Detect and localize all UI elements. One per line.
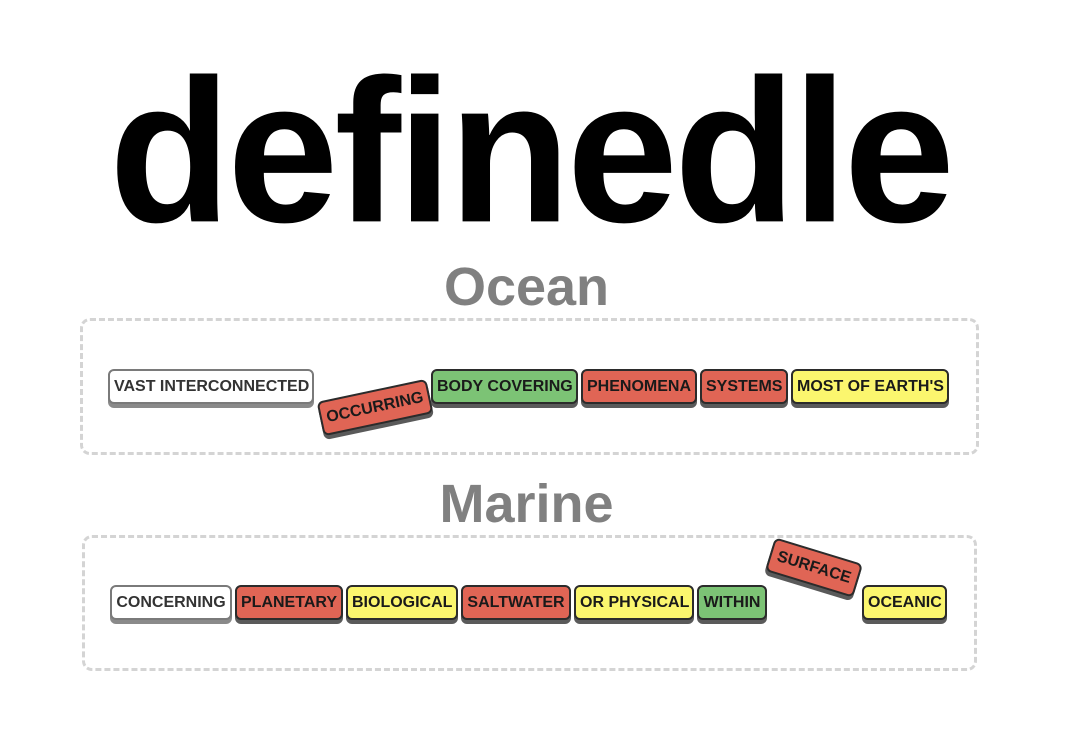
word-board — [82, 535, 977, 671]
word-tile[interactable]: VAST INTERCONNECTED — [108, 369, 314, 404]
game-logo: definedle — [109, 37, 955, 266]
word-tile[interactable]: BIOLOGICAL — [346, 585, 458, 620]
word-tile[interactable]: SYSTEMS — [700, 369, 788, 404]
word-tile[interactable]: PLANETARY — [235, 585, 343, 620]
round-word-title: Ocean — [443, 257, 610, 317]
word-tile[interactable]: CONCERNING — [110, 585, 232, 620]
word-tile[interactable]: OCEANIC — [862, 585, 947, 620]
word-board — [80, 318, 979, 455]
word-tile[interactable]: PHENOMENA — [581, 369, 697, 404]
word-tile[interactable]: SALTWATER — [461, 585, 571, 620]
word-tile[interactable]: OR PHYSICAL — [574, 585, 694, 620]
word-tile[interactable]: WITHIN — [697, 585, 767, 620]
word-tile[interactable]: MOST OF EARTH'S — [791, 369, 949, 404]
word-tile[interactable]: BODY COVERING — [431, 369, 578, 404]
round-word-title: Marine — [439, 474, 614, 534]
